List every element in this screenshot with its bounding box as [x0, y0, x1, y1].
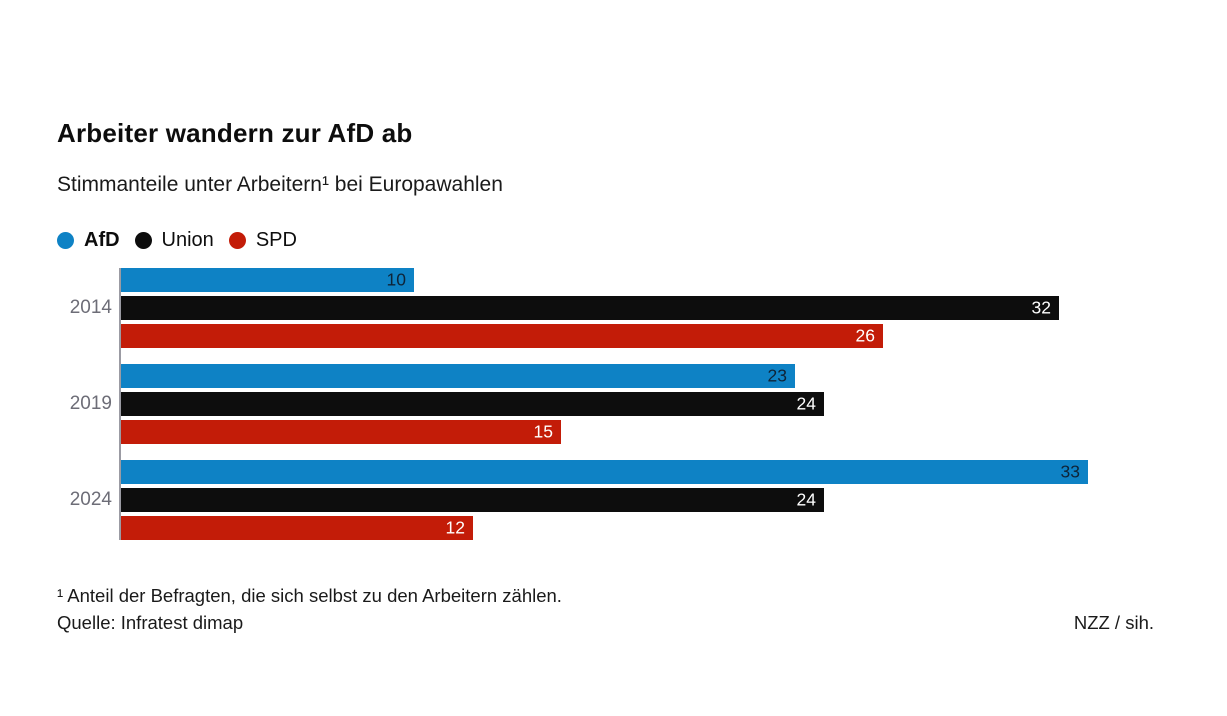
category-label-2014: 2014 [69, 297, 112, 318]
bar-2024-spd: 12 [121, 516, 473, 540]
bar-value-2019-afd: 23 [767, 365, 787, 386]
bar-2014-union: 32 [121, 296, 1059, 320]
legend-item-afd: AfD [57, 229, 120, 252]
credit-nzz: NZZ / sih. [1073, 612, 1154, 633]
bar-2024-union: 24 [121, 488, 824, 512]
legend-item-spd: SPD [228, 229, 297, 252]
bar-2024-afd: 33 [121, 460, 1088, 484]
bar-value-2019-union: 24 [796, 393, 816, 414]
legend-item-union: Union [134, 229, 214, 252]
bar-value-2014-afd: 10 [386, 269, 406, 290]
bar-value-2024-afd: 33 [1060, 461, 1080, 482]
bar-group-2024: 2024 33 24 12 [57, 460, 1155, 540]
chart-subtitle: Stimmanteile unter Arbeitern¹ bei Europa… [57, 173, 503, 196]
bar-2019-spd: 15 [121, 420, 561, 444]
bar-2014-spd: 26 [121, 324, 883, 348]
category-axis-line [119, 268, 121, 540]
bar-value-2019-spd: 15 [533, 421, 553, 442]
bar-value-2024-spd: 12 [445, 517, 465, 538]
category-label-2024: 2024 [69, 489, 112, 510]
chart-title: Arbeiter wandern zur AfD ab [57, 118, 413, 148]
bar-value-2024-union: 24 [796, 489, 816, 510]
bar-value-2014-union: 32 [1031, 297, 1051, 318]
bar-group-2014: 2014 10 32 26 [57, 268, 1155, 348]
union-color-dot-icon [134, 232, 152, 249]
footnote: ¹ Anteil der Befragten, die sich selbst … [57, 585, 562, 606]
legend-label-spd: SPD [255, 229, 297, 251]
legend: AfD Union SPD [57, 229, 297, 252]
bar-2019-afd: 23 [121, 364, 795, 388]
bar-value-2014-spd: 26 [855, 325, 875, 346]
bar-group-2019: 2019 23 24 15 [57, 364, 1155, 444]
afd-color-dot-icon [57, 232, 74, 249]
source-attribution: Quelle: Infratest dimap [57, 612, 244, 633]
spd-color-dot-icon [228, 232, 246, 249]
category-label-2019: 2019 [69, 393, 112, 414]
bar-chart: 2014 10 32 26 2019 23 24 15 2024 33 24 [57, 268, 1155, 540]
legend-label-afd: AfD [84, 229, 120, 251]
bar-2014-afd: 10 [121, 268, 414, 292]
legend-label-union: Union [161, 229, 214, 251]
bar-2019-union: 24 [121, 392, 824, 416]
